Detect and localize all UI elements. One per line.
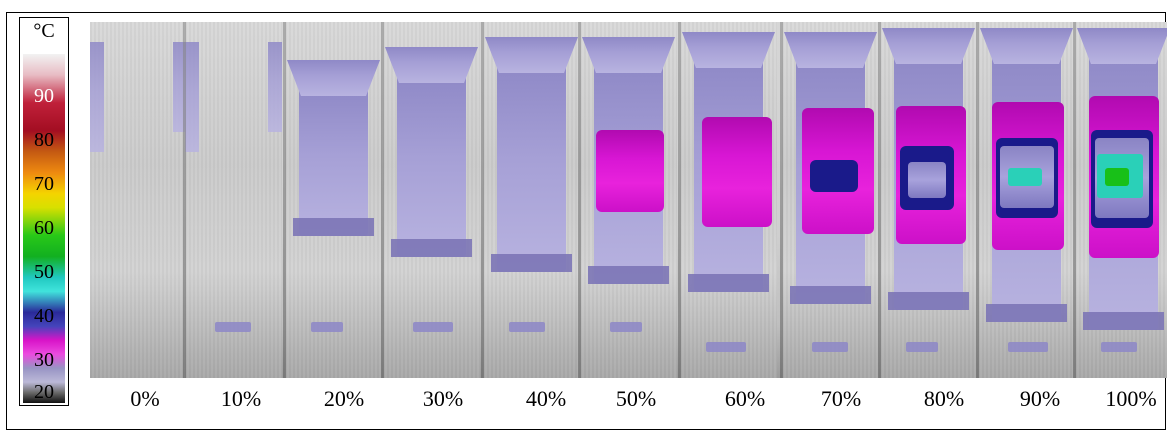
lavender-shoulder: [582, 37, 675, 73]
column-separator: [976, 22, 979, 378]
lavender-bottom: [688, 274, 769, 292]
lavender-bottom: [293, 218, 374, 236]
column-separator: [283, 22, 286, 378]
column-label: 0%: [130, 386, 160, 411]
lavender-region: [497, 67, 566, 272]
foot-patch: [509, 322, 545, 332]
lavender-shoulder: [682, 32, 775, 68]
lavender-shoulder: [287, 60, 380, 96]
hot-spot-cyan: [1008, 168, 1042, 186]
column-background: [185, 22, 282, 378]
column-label: 10%: [220, 386, 262, 411]
column-separator: [780, 22, 783, 378]
lavender-bottom: [888, 292, 969, 310]
thermal-column: [285, 22, 382, 378]
column-separator: [578, 22, 581, 378]
column-label: 80%: [923, 386, 965, 411]
thermal-column: [90, 22, 187, 378]
scale-label: 60: [34, 217, 54, 239]
column-background: [90, 22, 187, 378]
scale-label: 50: [34, 261, 54, 283]
column-separator: [381, 22, 384, 378]
temperature-scale: °C 90 80 70 60 50 40 30 20: [19, 17, 69, 406]
foot-patch: [413, 322, 453, 332]
thermal-column: [978, 22, 1075, 378]
thermal-image-panel: [90, 22, 1167, 378]
lavender-edge: [90, 42, 104, 152]
lavender-shoulder: [485, 37, 578, 73]
foot-patch: [906, 342, 938, 352]
lavender-shoulder: [385, 47, 478, 83]
thermal-column: [1075, 22, 1167, 378]
scale-label: 40: [34, 305, 54, 327]
hot-spot-magenta: [702, 117, 772, 227]
lavender-bottom: [491, 254, 572, 272]
lavender-bottom: [790, 286, 871, 304]
column-label: 100%: [1105, 386, 1157, 411]
foot-patch: [812, 342, 848, 352]
scale-gradient-bar: 90 80 70 60 50 40 30 20: [23, 54, 65, 403]
column-separator: [1073, 22, 1076, 378]
lavender-bottom: [391, 239, 472, 257]
lavender-bottom: [986, 304, 1067, 322]
foot-patch: [215, 322, 251, 332]
column-label: 20%: [323, 386, 365, 411]
column-separator: [878, 22, 881, 378]
hot-spot-core: [908, 162, 946, 198]
scale-label: 70: [34, 173, 54, 195]
lavender-edge: [268, 42, 282, 132]
thermal-column: [880, 22, 977, 378]
column-label: 50%: [615, 386, 657, 411]
scale-label: 80: [34, 129, 54, 151]
column-label: 90%: [1019, 386, 1061, 411]
hot-spot-magenta: [596, 130, 664, 212]
scale-unit: °C: [33, 20, 55, 42]
column-label: 30%: [422, 386, 464, 411]
lavender-shoulder: [1077, 28, 1167, 64]
hot-spot-green: [1105, 168, 1129, 186]
foot-patch: [311, 322, 343, 332]
scale-label: 20: [34, 381, 54, 403]
foot-patch: [1008, 342, 1048, 352]
lavender-edge: [185, 42, 199, 152]
foot-patch: [706, 342, 746, 352]
thermal-column: [580, 22, 677, 378]
lavender-shoulder: [784, 32, 877, 68]
thermal-column: [383, 22, 480, 378]
lavender-shoulder: [980, 28, 1073, 64]
column-separator: [183, 22, 186, 378]
thermal-column: [782, 22, 879, 378]
column-separator: [481, 22, 484, 378]
lavender-shoulder: [882, 28, 975, 64]
lavender-bottom: [588, 266, 669, 284]
column-label: 70%: [820, 386, 862, 411]
lavender-region: [299, 90, 368, 236]
foot-patch: [1101, 342, 1137, 352]
hot-spot-navy: [810, 160, 858, 192]
thermal-column: [185, 22, 282, 378]
lavender-region: [397, 77, 466, 257]
thermal-column: [483, 22, 580, 378]
column-label: 60%: [724, 386, 766, 411]
scale-label: 90: [34, 85, 54, 107]
column-separator: [678, 22, 681, 378]
foot-patch: [610, 322, 642, 332]
scale-label: 30: [34, 349, 54, 371]
lavender-bottom: [1083, 312, 1164, 330]
column-label: 40%: [525, 386, 567, 411]
thermal-column: [680, 22, 777, 378]
